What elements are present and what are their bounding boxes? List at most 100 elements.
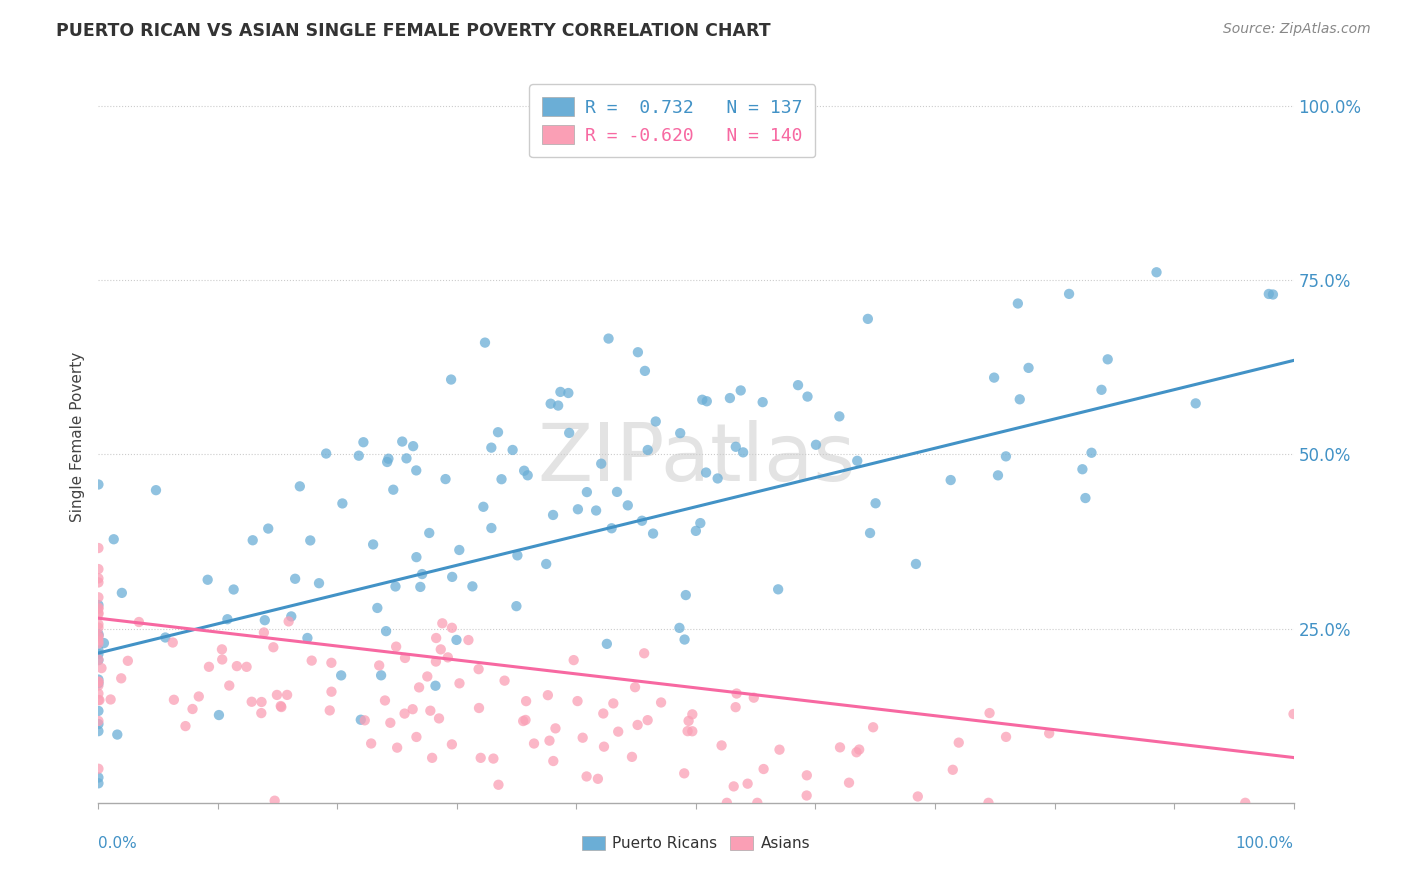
Point — [494, 673, 516, 688]
Point — [634, 364, 657, 378]
Point — [534, 557, 557, 571]
Point — [710, 739, 733, 753]
Point — [110, 671, 132, 685]
Point — [197, 573, 219, 587]
Point — [401, 702, 423, 716]
Point — [385, 740, 408, 755]
Point — [332, 496, 354, 510]
Point — [277, 615, 299, 629]
Point — [624, 680, 647, 694]
Point — [848, 742, 870, 756]
Point — [384, 579, 406, 593]
Point — [87, 627, 110, 641]
Point — [730, 384, 752, 398]
Point — [93, 636, 115, 650]
Point — [557, 386, 579, 401]
Point — [87, 606, 110, 620]
Point — [380, 715, 402, 730]
Point — [690, 392, 713, 407]
Point — [766, 582, 789, 597]
Point — [425, 631, 447, 645]
Point — [370, 668, 392, 682]
Point — [768, 742, 790, 756]
Point — [596, 637, 619, 651]
Point — [488, 778, 510, 792]
Point — [297, 631, 319, 645]
Point — [592, 706, 614, 721]
Point — [617, 499, 640, 513]
Point — [479, 521, 502, 535]
Point — [1184, 396, 1206, 410]
Point — [425, 655, 447, 669]
Point — [301, 654, 323, 668]
Point — [598, 332, 620, 346]
Point — [87, 704, 110, 718]
Point — [796, 390, 818, 404]
Point — [222, 582, 245, 597]
Point — [411, 567, 433, 582]
Point — [502, 442, 524, 457]
Point — [675, 588, 697, 602]
Point — [505, 599, 527, 614]
Point — [225, 659, 247, 673]
Point — [862, 720, 884, 734]
Point — [585, 503, 607, 517]
Point — [689, 516, 711, 530]
Point — [394, 706, 416, 721]
Point — [321, 656, 343, 670]
Point — [676, 724, 699, 739]
Point — [751, 395, 773, 409]
Point — [440, 621, 463, 635]
Point — [87, 714, 110, 728]
Point — [474, 335, 496, 350]
Point — [418, 526, 440, 541]
Point — [681, 707, 703, 722]
Point — [87, 591, 110, 605]
Point — [523, 737, 546, 751]
Point — [89, 693, 111, 707]
Point — [87, 776, 110, 790]
Point — [395, 451, 418, 466]
Point — [472, 500, 495, 514]
Y-axis label: Single Female Poverty: Single Female Poverty — [69, 352, 84, 522]
Point — [87, 633, 110, 648]
Point — [571, 731, 593, 745]
Point — [461, 579, 484, 593]
Point — [859, 526, 882, 541]
Point — [280, 609, 302, 624]
Point — [706, 471, 728, 485]
Point — [747, 796, 769, 810]
Point — [427, 711, 450, 725]
Point — [375, 624, 398, 639]
Point — [716, 796, 738, 810]
Point — [939, 473, 962, 487]
Point — [405, 463, 427, 477]
Point — [541, 508, 564, 522]
Text: 0.0%: 0.0% — [98, 836, 138, 851]
Point — [1057, 286, 1080, 301]
Point — [330, 668, 353, 682]
Point — [620, 750, 643, 764]
Point — [446, 632, 468, 647]
Point — [995, 730, 1018, 744]
Point — [419, 704, 441, 718]
Point — [547, 399, 569, 413]
Point — [350, 713, 373, 727]
Point — [366, 601, 388, 615]
Point — [87, 629, 110, 643]
Point — [299, 533, 322, 548]
Point — [515, 694, 537, 708]
Point — [479, 441, 502, 455]
Point — [1282, 706, 1305, 721]
Point — [1008, 392, 1031, 407]
Point — [352, 435, 374, 450]
Point — [87, 575, 110, 590]
Point — [695, 466, 717, 480]
Point — [87, 652, 110, 666]
Point — [111, 586, 134, 600]
Point — [87, 617, 110, 632]
Point — [1071, 462, 1094, 476]
Point — [846, 454, 869, 468]
Point — [187, 690, 209, 704]
Point — [250, 695, 273, 709]
